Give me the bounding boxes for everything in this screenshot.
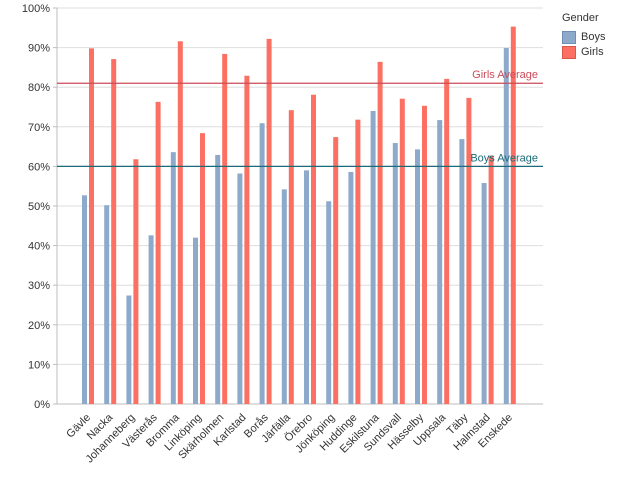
legend-swatch-boys — [562, 30, 576, 44]
bar-girls[interactable] — [266, 38, 272, 404]
bar-boys[interactable] — [415, 149, 420, 404]
bar-girls[interactable] — [399, 98, 405, 405]
y-tick-label: 100% — [22, 3, 50, 15]
reference-line-label: Boys Average — [470, 152, 538, 164]
bar-boys[interactable] — [281, 189, 287, 404]
bar-boys[interactable] — [104, 205, 110, 404]
legend-label-boys: Boys — [581, 31, 606, 43]
bar-boys[interactable] — [503, 47, 509, 404]
bar-boys[interactable] — [259, 123, 265, 405]
bar-girls[interactable] — [488, 155, 494, 404]
y-tick-label: 40% — [28, 241, 50, 253]
bar-girls[interactable] — [155, 101, 161, 405]
bar-girls[interactable] — [311, 94, 316, 404]
bar-boys[interactable] — [82, 195, 87, 404]
bar-girls[interactable] — [377, 61, 383, 405]
bar-girls[interactable] — [333, 137, 339, 404]
bar-girls[interactable] — [111, 59, 117, 405]
y-tick-label: 60% — [28, 161, 50, 173]
bar-girls[interactable] — [200, 133, 205, 405]
bar-boys[interactable] — [326, 201, 332, 404]
y-tick-label: 70% — [28, 122, 50, 134]
bar-girls[interactable] — [133, 159, 139, 404]
legend-swatch-girls — [562, 45, 576, 59]
bar-boys[interactable] — [348, 171, 354, 404]
bar-girls[interactable] — [444, 78, 450, 404]
y-tick-label: 0% — [34, 399, 50, 411]
bar-boys[interactable] — [304, 170, 309, 404]
bar-girls[interactable] — [422, 105, 427, 404]
legend-label-girls: Girls — [581, 46, 604, 58]
bar-girls[interactable] — [222, 53, 228, 404]
bar-boys[interactable] — [215, 154, 221, 404]
bar-boys[interactable] — [170, 152, 176, 404]
bar-girls[interactable] — [466, 97, 472, 404]
bar-girls[interactable] — [288, 110, 294, 404]
y-tick-label: 90% — [28, 43, 50, 55]
bar-boys[interactable] — [392, 143, 398, 404]
y-tick-label: 50% — [28, 201, 50, 213]
bar-boys[interactable] — [126, 295, 132, 404]
legend-title: Gender — [562, 12, 599, 24]
bar-girls[interactable] — [89, 48, 94, 404]
bar-boys[interactable] — [237, 173, 243, 404]
bar-girls[interactable] — [177, 41, 183, 404]
y-tick-label: 10% — [28, 359, 50, 371]
y-tick-label: 80% — [28, 82, 50, 94]
y-tick-label: 20% — [28, 320, 50, 332]
bar-girls[interactable] — [510, 26, 516, 404]
bar-boys[interactable] — [148, 235, 154, 404]
bar-girls[interactable] — [244, 75, 250, 404]
legend: Gender Boys Girls — [562, 12, 605, 60]
legend-item-girls[interactable]: Girls — [562, 45, 605, 59]
reference-line-label: Girls Average — [472, 69, 538, 81]
bar-boys[interactable] — [193, 237, 198, 404]
y-tick-label: 30% — [28, 280, 50, 292]
bar-boys[interactable] — [481, 183, 487, 404]
bar-boys[interactable] — [459, 139, 465, 405]
bar-boys[interactable] — [370, 110, 376, 405]
bar-girls[interactable] — [355, 119, 361, 404]
bar-boys[interactable] — [437, 120, 443, 405]
legend-item-boys[interactable]: Boys — [562, 30, 605, 44]
